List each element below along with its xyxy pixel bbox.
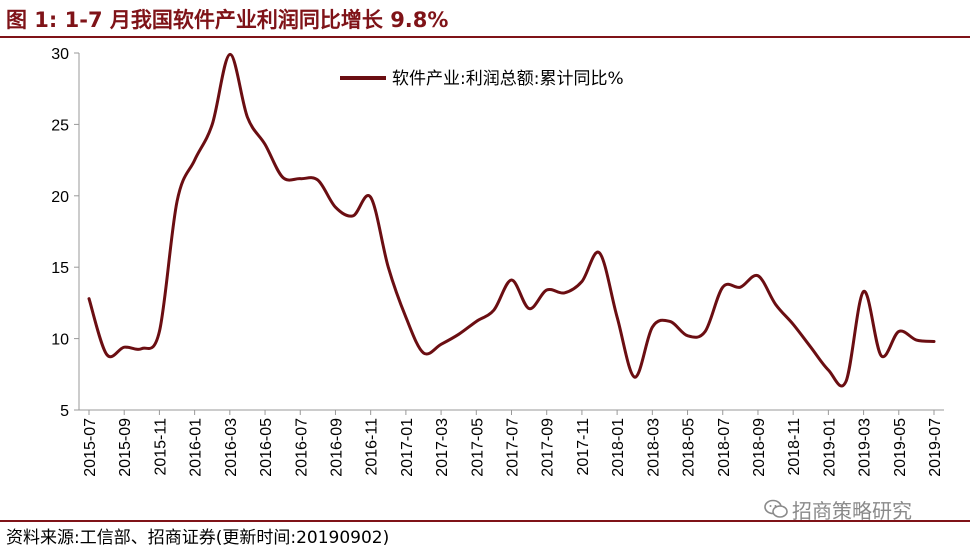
data-point bbox=[686, 334, 689, 337]
data-point bbox=[422, 351, 425, 354]
x-tick-label: 2017-11 bbox=[575, 418, 592, 476]
data-point bbox=[475, 320, 478, 323]
data-point bbox=[246, 116, 249, 119]
data-point bbox=[140, 347, 143, 350]
data-point bbox=[158, 330, 161, 333]
data-point bbox=[492, 309, 495, 312]
data-point bbox=[352, 214, 355, 217]
legend: 软件产业:利润总额:累计同比% bbox=[340, 69, 624, 89]
data-point bbox=[616, 316, 619, 319]
data-point bbox=[792, 323, 795, 326]
data-point bbox=[933, 340, 936, 343]
data-point bbox=[176, 200, 179, 203]
data-point bbox=[862, 290, 865, 293]
title-rule bbox=[0, 36, 970, 38]
x-tick-label: 2017-07 bbox=[505, 418, 522, 477]
y-tick-label: 15 bbox=[51, 260, 69, 277]
data-point bbox=[651, 326, 654, 329]
x-tick-label: 2016-05 bbox=[258, 418, 275, 477]
data-point bbox=[440, 343, 443, 346]
chart-title: 图 1: 1-7 月我国软件产业利润同比增长 9.8% bbox=[6, 8, 449, 32]
x-tick-label: 2017-01 bbox=[399, 418, 416, 477]
wechat-icon bbox=[764, 499, 788, 518]
data-point bbox=[281, 176, 284, 179]
data-point bbox=[915, 339, 918, 342]
x-tick-label: 2018-03 bbox=[645, 418, 662, 477]
x-tick-label: 2016-11 bbox=[364, 418, 381, 476]
x-tick-label: 2018-07 bbox=[716, 418, 733, 477]
y-axis: 5 10 15 20 25 30 bbox=[51, 46, 80, 420]
data-point bbox=[299, 177, 302, 180]
data-point bbox=[387, 266, 390, 269]
data-point bbox=[774, 303, 777, 306]
x-tick-label: 2018-05 bbox=[681, 418, 698, 477]
x-tick-label: 2015-09 bbox=[117, 418, 134, 477]
series-line bbox=[87, 52, 936, 388]
x-tick-label: 2019-03 bbox=[857, 418, 874, 477]
data-point bbox=[457, 333, 460, 336]
data-point bbox=[563, 291, 566, 294]
data-point bbox=[721, 286, 724, 289]
data-point bbox=[228, 53, 231, 56]
data-point bbox=[756, 274, 759, 277]
y-tick-label: 10 bbox=[51, 332, 69, 349]
data-point bbox=[704, 330, 707, 333]
data-point bbox=[598, 251, 601, 254]
data-point bbox=[211, 123, 214, 126]
data-point bbox=[334, 206, 337, 209]
x-tick-label: 2018-09 bbox=[751, 418, 768, 477]
data-point bbox=[844, 380, 847, 383]
data-point bbox=[897, 330, 900, 333]
data-point bbox=[404, 316, 407, 319]
source-note: 资料来源:工信部、招商证券(更新时间:20190902) bbox=[6, 528, 390, 548]
data-point bbox=[369, 196, 372, 199]
y-tick-label: 20 bbox=[51, 189, 69, 206]
data-point bbox=[316, 179, 319, 182]
y-tick-label: 30 bbox=[51, 46, 69, 63]
x-tick-label: 2019-05 bbox=[892, 418, 909, 477]
x-tick-label: 2016-07 bbox=[293, 418, 310, 477]
footer-rule bbox=[0, 520, 970, 522]
data-point bbox=[88, 297, 91, 300]
title-bar: 图 1: 1-7 月我国软件产业利润同比增长 9.8% bbox=[0, 0, 970, 38]
x-tick-label: 2019-01 bbox=[821, 418, 838, 477]
x-axis: 2015-07 2015-09 2015-11 2016-01 2016-03 2016-… bbox=[79, 409, 944, 477]
x-tick-label: 2017-03 bbox=[434, 418, 451, 477]
x-tick-label: 2017-09 bbox=[540, 418, 557, 477]
data-point bbox=[880, 354, 883, 357]
data-point bbox=[264, 143, 267, 146]
x-tick-label: 2015-11 bbox=[152, 418, 169, 476]
data-point bbox=[739, 286, 742, 289]
legend-label: 软件产业:利润总额:累计同比% bbox=[392, 69, 624, 89]
y-tick-label: 5 bbox=[60, 403, 69, 420]
x-tick-label: 2016-09 bbox=[328, 418, 345, 477]
data-point bbox=[193, 159, 196, 162]
data-point bbox=[580, 280, 583, 283]
x-tick-label: 2017-05 bbox=[469, 418, 486, 477]
data-point bbox=[105, 353, 108, 356]
x-tick-label: 2016-01 bbox=[188, 418, 205, 477]
data-point bbox=[528, 307, 531, 310]
x-tick-label: 2018-11 bbox=[786, 418, 803, 476]
x-tick-label: 2018-01 bbox=[610, 418, 627, 477]
data-point bbox=[123, 346, 126, 349]
x-tick-label: 2016-03 bbox=[223, 418, 240, 477]
data-point bbox=[545, 289, 548, 292]
watermark-text: 招商策略研究 bbox=[792, 498, 912, 523]
series-group bbox=[87, 52, 936, 388]
watermark: 招商策略研究 bbox=[764, 496, 912, 523]
data-point bbox=[809, 346, 812, 349]
data-point bbox=[633, 376, 636, 379]
y-tick-label: 25 bbox=[51, 117, 69, 134]
data-point bbox=[827, 369, 830, 372]
line-chart: 5 10 15 20 25 30 2015-07 2015-09 2015-11 2016-01… bbox=[51, 46, 944, 477]
x-tick-label: 2019-07 bbox=[927, 418, 944, 477]
data-point bbox=[668, 320, 671, 323]
data-point bbox=[510, 279, 513, 282]
x-tick-label: 2015-07 bbox=[82, 418, 99, 477]
